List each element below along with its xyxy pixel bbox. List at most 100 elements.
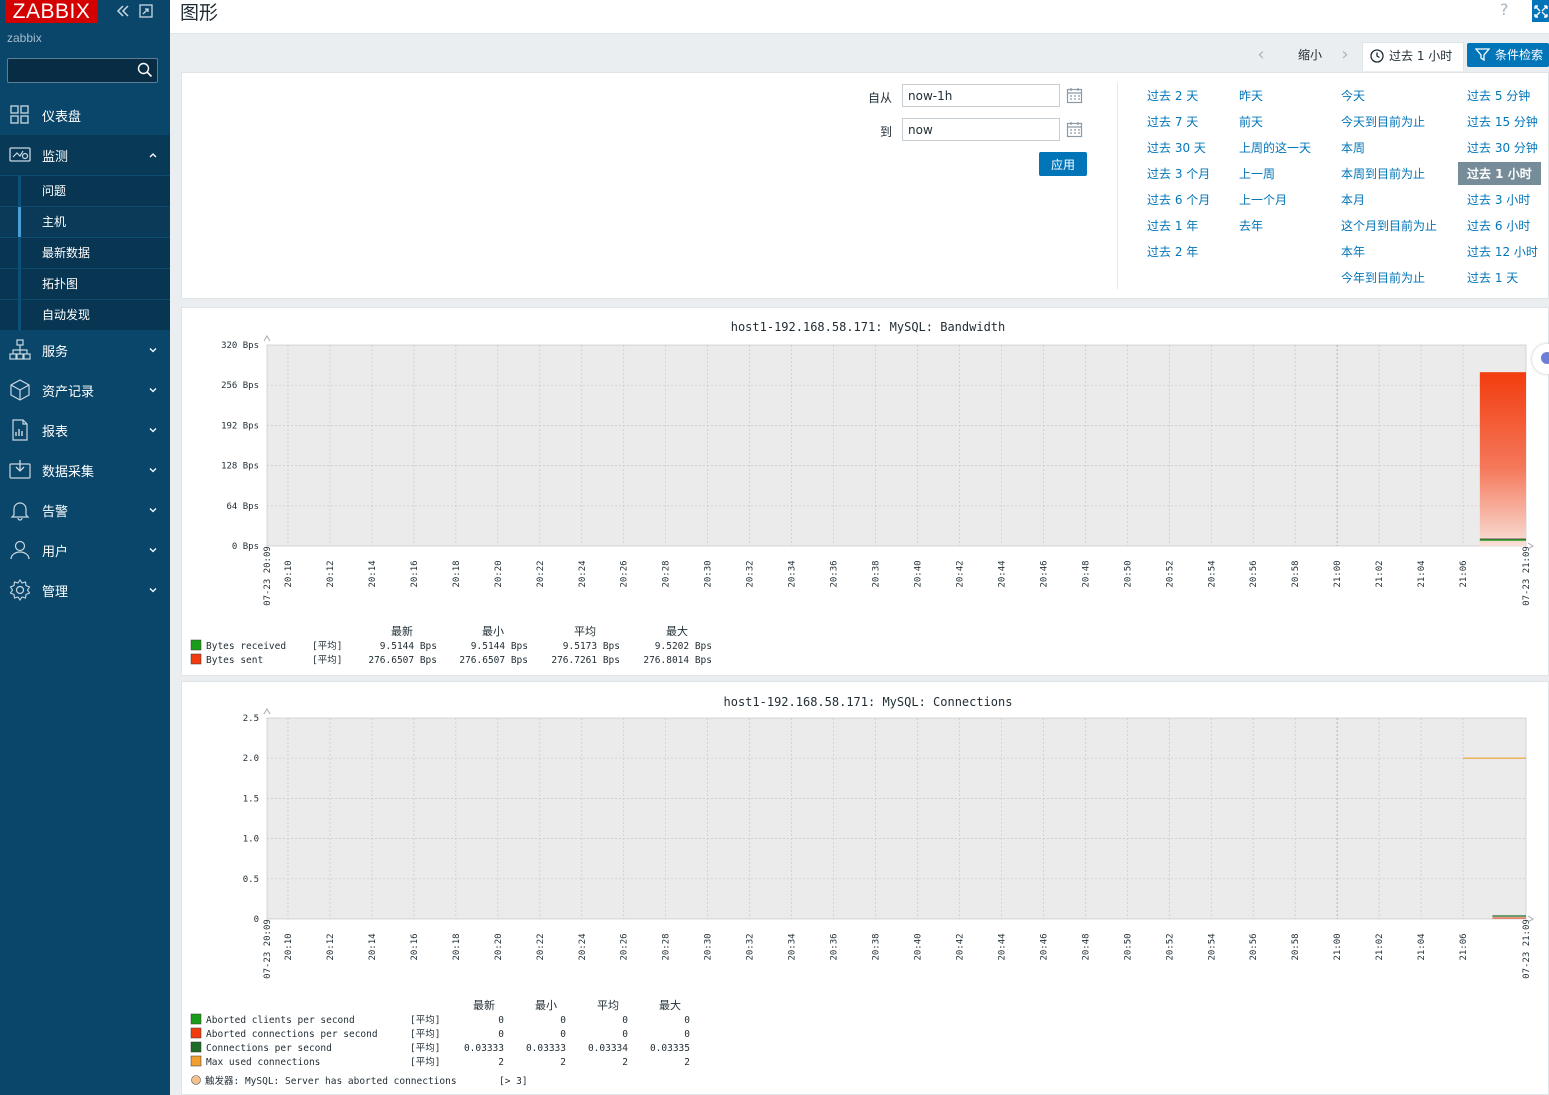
quick-range-link[interactable]: 上一个月 (1239, 193, 1288, 207)
menu-monitoring[interactable]: 监测 (0, 135, 170, 175)
quick-range-link[interactable]: 今天 (1341, 89, 1366, 103)
filter-tab[interactable]: 条件检索 (1467, 43, 1549, 67)
submenu-item-hosts[interactable]: 主机 (0, 206, 170, 238)
legend-value: 0 (622, 1029, 628, 1040)
menu-data-collection[interactable]: 数据采集 (0, 450, 170, 490)
legend-swatch (190, 653, 202, 665)
submenu-item-latest-data[interactable]: 最新数据 (0, 237, 170, 269)
bell-icon (10, 502, 30, 521)
submenu-label: 问题 (42, 184, 67, 198)
trigger-swatch (191, 1075, 201, 1085)
x-tick-label: 20:10 (284, 560, 294, 587)
search-input[interactable] (8, 59, 128, 82)
legend-series-name: Bytes received (206, 641, 286, 652)
sidebar: ZABBIX zabbix 仪表盘 监测 问题 主机 最新数据 拓扑图 自动发现 (0, 0, 170, 1095)
x-tick-label: 21:02 (1375, 933, 1385, 960)
quick-range-link[interactable]: 过去 2 年 (1147, 245, 1199, 259)
quick-range-link[interactable]: 昨天 (1239, 89, 1264, 103)
quick-range-link[interactable]: 今天到目前为止 (1341, 115, 1426, 129)
quick-range-link[interactable]: 过去 30 天 (1147, 141, 1206, 155)
quick-range-link[interactable]: 本年 (1341, 245, 1366, 259)
x-tick-label: 20:36 (830, 933, 840, 960)
quick-range-link[interactable]: 本周到目前为止 (1341, 167, 1426, 181)
calendar-icon[interactable] (1066, 121, 1083, 138)
quick-range-link[interactable]: 过去 1 小时 (1458, 162, 1541, 185)
quick-range-link[interactable]: 过去 12 小时 (1467, 245, 1538, 259)
hide-sidebar-icon[interactable] (138, 2, 154, 20)
legend-swatch (190, 639, 202, 651)
reports-icon (12, 419, 28, 441)
menu-alerts[interactable]: 告警 (0, 490, 170, 530)
menu-users[interactable]: 用户 (0, 530, 170, 570)
calendar-icon[interactable] (1066, 87, 1083, 104)
quick-range-link[interactable]: 过去 15 分钟 (1467, 115, 1538, 129)
x-tick-label: 20:40 (913, 560, 923, 587)
chevron-down-icon (149, 588, 157, 593)
menu-services[interactable]: 服务 (0, 330, 170, 370)
x-tick-label: 21:00 (1333, 560, 1343, 587)
help-icon[interactable]: ? (1500, 0, 1509, 19)
menu-reports[interactable]: 报表 (0, 410, 170, 450)
x-tick-label: 20:32 (746, 560, 756, 587)
x-tick-label: 20:50 (1123, 933, 1133, 960)
quick-range-link[interactable]: 上周的这一天 (1239, 141, 1312, 155)
submenu-item-problems[interactable]: 问题 (0, 175, 170, 207)
submenu-label: 主机 (42, 215, 67, 229)
side-widget-handle[interactable] (1532, 344, 1549, 374)
submenu-item-maps[interactable]: 拓扑图 (0, 268, 170, 300)
x-end-label: 07-23 21:09 (1522, 546, 1532, 606)
submenu-item-discovery[interactable]: 自动发现 (0, 299, 170, 331)
legend-header: 平均 (597, 999, 619, 1012)
time-range-tab[interactable]: 过去 1 小时 (1362, 42, 1464, 71)
series-area-bytes-sent (1479, 372, 1526, 546)
quick-range-link[interactable]: 过去 6 个月 (1147, 193, 1211, 207)
quick-range-link[interactable]: 过去 2 天 (1147, 89, 1199, 103)
quick-range-link[interactable]: 过去 3 小时 (1467, 193, 1531, 207)
menu-administration[interactable]: 管理 (0, 570, 170, 610)
quick-range-link[interactable]: 过去 6 小时 (1467, 219, 1531, 233)
apply-button[interactable]: 应用 (1039, 152, 1087, 176)
quick-range-link[interactable]: 过去 5 分钟 (1467, 89, 1531, 103)
zoom-out-button[interactable]: 缩小 (1297, 48, 1322, 62)
quick-range-link[interactable]: 过去 3 个月 (1147, 167, 1211, 181)
quick-range-link[interactable]: 过去 7 天 (1147, 115, 1199, 129)
previous-period-icon[interactable]: ‹ (1257, 44, 1265, 65)
x-tick-label: 20:10 (284, 933, 294, 960)
legend-value: 2 (498, 1057, 504, 1068)
graph-bandwidth: host1-192.168.58.171: MySQL: Bandwidth 32… (181, 307, 1549, 676)
y-tick-label: 2.5 (243, 714, 259, 724)
zabbix-logo[interactable]: ZABBIX (5, 0, 98, 23)
quick-range-link[interactable]: 去年 (1239, 219, 1264, 233)
x-tick-label: 21:06 (1459, 560, 1469, 587)
legend-value: 0 (684, 1015, 690, 1026)
search-icon[interactable] (137, 62, 153, 78)
collapse-sidebar-icon[interactable] (114, 2, 132, 20)
menu-inventory[interactable]: 资产记录 (0, 370, 170, 410)
x-tick-label: 20:40 (913, 933, 923, 960)
x-tick-label: 20:14 (368, 933, 378, 960)
y-tick-label: 64 Bps (226, 502, 259, 512)
x-tick-label: 20:12 (326, 560, 336, 587)
quick-range-link[interactable]: 上一周 (1239, 167, 1276, 181)
menu-dashboard[interactable]: 仪表盘 (0, 95, 170, 135)
quick-range-link[interactable]: 本月 (1341, 193, 1366, 207)
fullscreen-icon[interactable] (1532, 0, 1549, 22)
quick-range-link[interactable]: 本周 (1341, 141, 1366, 155)
to-input[interactable] (902, 118, 1060, 141)
quick-range-link[interactable]: 过去 30 分钟 (1467, 141, 1538, 155)
quick-range-link[interactable]: 前天 (1239, 115, 1264, 129)
next-period-icon[interactable]: › (1341, 44, 1349, 65)
quick-range-link[interactable]: 过去 1 年 (1147, 219, 1199, 233)
x-tick-label: 20:16 (410, 933, 420, 960)
legend-header: 最小 (535, 999, 557, 1012)
chevron-down-icon (149, 468, 157, 473)
x-tick-label: 20:58 (1291, 560, 1301, 587)
plot-area (266, 344, 1527, 547)
legend-swatch (190, 1027, 202, 1039)
quick-range-link[interactable]: 这个月到目前为止 (1341, 219, 1438, 233)
quick-range-link[interactable]: 今年到目前为止 (1341, 271, 1426, 285)
quick-range-link[interactable]: 过去 1 天 (1467, 271, 1519, 285)
y-tick-label: 256 Bps (221, 381, 259, 391)
legend-value: 9.5202 Bps (655, 641, 712, 652)
from-input[interactable] (902, 84, 1060, 107)
